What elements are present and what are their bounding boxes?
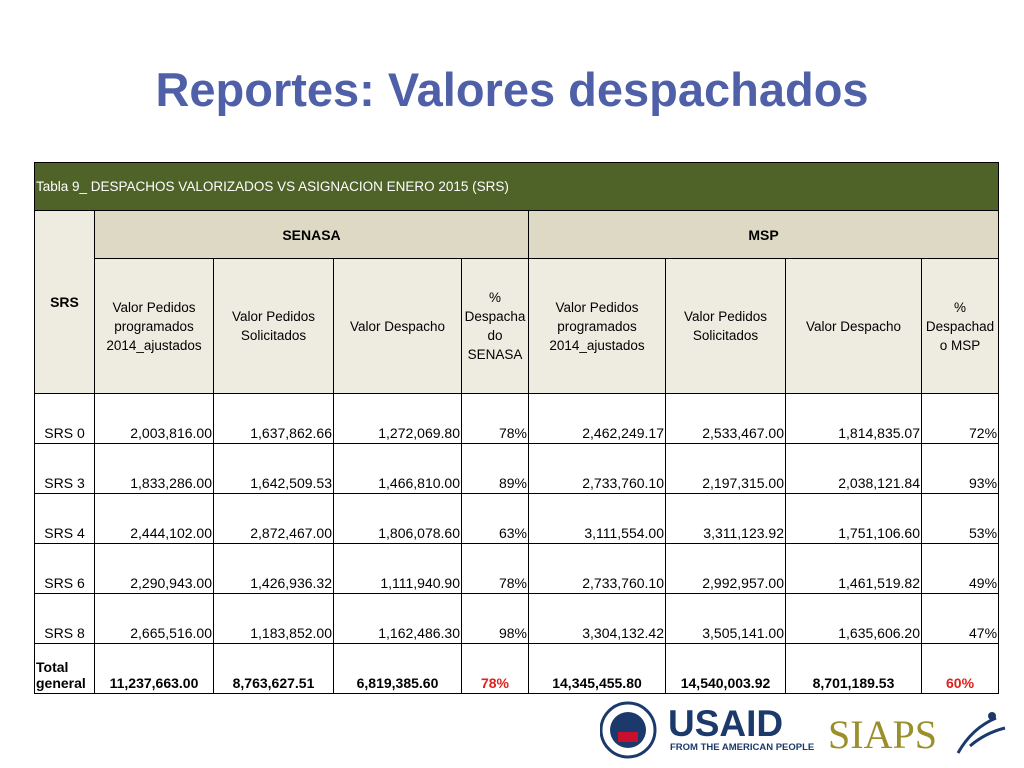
column-header-row: Valor Pedidos programados 2014_ajustados… [35,258,1000,394]
siaps-icon-dot [988,712,996,720]
column-header: Valor Pedidos programados 2014_ajustados [528,258,666,394]
data-table: Tabla 9_ DESPACHOS VALORIZADOS VS ASIGNA… [33,162,1000,694]
column-header: Valor Despacho [785,258,922,394]
table-cell: 1,635,606.20 [785,593,922,644]
table-cell: 2,992,957.00 [665,543,786,594]
table-cell: 1,183,852.00 [213,593,334,644]
data-row: SRS 6 2,290,943.00 1,426,936.32 1,111,940.9… [34,543,1000,594]
table-cell: 3,311,123.92 [665,493,786,544]
column-header: Valor Pedidos Solicitados [665,258,786,394]
table-cell: 2,444,102.00 [94,493,214,544]
column-header: Valor Despacho [333,258,462,394]
data-row: SRS 4 2,444,102.00 2,872,467.00 1,806,078.6… [34,493,1000,544]
row-label: SRS 6 [34,543,95,594]
table-cell: 72% [920,393,1000,444]
group-header: SENASA [94,210,529,259]
data-row: SRS 0 2,003,816.00 1,637,862.66 1,272,069.8… [34,393,1000,444]
total-cell: 6,819,385.60 [333,643,462,694]
table-cell: 1,642,509.53 [213,443,334,494]
table-cell: 53% [920,493,1000,544]
table-cell: 78% [461,393,529,444]
usaid-wordmark: USAID [668,703,783,744]
group-header: MSP [527,210,1000,259]
table-cell: 3,111,554.00 [528,493,666,544]
total-row: Total general 11,237,663.00 8,763,627.51 6,… [34,643,1000,694]
table-cell: 2,462,249.17 [528,393,666,444]
caption-row: Tabla 9_ DESPACHOS VALORIZADOS VS ASIGNA… [33,162,1000,211]
table-cell: 1,637,862.66 [213,393,334,444]
data-row: SRS 3 1,833,286.00 1,642,509.53 1,466,810.0… [34,443,1000,494]
total-cell: 14,540,003.92 [665,643,786,694]
column-header: % Despachad o MSP [920,258,1000,394]
row-label: SRS 3 [34,443,95,494]
column-header: % Despacha do SENASA [461,258,529,394]
table-cell: 89% [461,443,529,494]
table-cell: 2,665,516.00 [94,593,214,644]
table-cell: 93% [920,443,1000,494]
table-cell: 1,806,078.60 [333,493,462,544]
table-cell: 49% [920,543,1000,594]
total-cell: 11,237,663.00 [94,643,214,694]
total-cell: 78% [461,643,529,694]
table-cell: 2,872,467.00 [213,493,334,544]
table-cell: 2,290,943.00 [94,543,214,594]
table-cell: 63% [461,493,529,544]
row-label: SRS 0 [34,393,95,444]
table-cell: 2,733,760.10 [528,543,666,594]
logos: USAID FROM THE AMERICAN PEOPLE SIAPS [600,701,1006,759]
column-header: Valor Pedidos programados 2014_ajustados [94,258,214,394]
usaid-seal-inner [610,712,646,748]
total-cell: 14,345,455.80 [528,643,666,694]
table-cell: 1,833,286.00 [94,443,214,494]
table-cell: 3,304,132.42 [528,593,666,644]
usaid-tagline: FROM THE AMERICAN PEOPLE [670,742,814,753]
table-cell: 1,814,835.07 [785,393,922,444]
total-label: Total general [34,643,95,694]
row-header: SRS [34,210,95,394]
table-cell: 2,038,121.84 [785,443,922,494]
table-cell: 1,466,810.00 [333,443,462,494]
table-cell: 1,751,106.60 [785,493,922,544]
table-cell: 78% [461,543,529,594]
total-cell: 8,763,627.51 [213,643,334,694]
usaid-seal-stripes [618,732,638,742]
table-caption: Tabla 9_ DESPACHOS VALORIZADOS VS ASIGNA… [33,162,1000,211]
group-row: SRS SENASA MSP [34,210,1000,394]
table-cell: 2,533,467.00 [665,393,786,444]
table-cell: 3,505,141.00 [665,593,786,644]
table-cell: 2,733,760.10 [528,443,666,494]
table-cell: 1,162,486.30 [333,593,462,644]
total-cell: 60% [920,643,1000,694]
siaps-icon [956,716,1006,754]
column-header: Valor Pedidos Solicitados [213,258,334,394]
table-cell: 2,003,816.00 [94,393,214,444]
table-cell: 1,111,940.90 [333,543,462,594]
data-row: SRS 8 2,665,516.00 1,183,852.00 1,162,486.3… [34,593,1000,644]
table-cell: 1,461,519.82 [785,543,922,594]
table-cell: 2,197,315.00 [665,443,786,494]
table-body: Tabla 9_ DESPACHOS VALORIZADOS VS ASIGNA… [33,162,1000,694]
table-cell: 1,272,069.80 [333,393,462,444]
total-cell: 8,701,189.53 [785,643,922,694]
siaps-wordmark: SIAPS [828,712,937,757]
table-cell: 47% [920,593,1000,644]
slide-title: Reportes: Valores despachados [155,63,869,116]
row-label: SRS 8 [34,593,95,644]
row-label: SRS 4 [34,493,95,544]
table-cell: 1,426,936.32 [213,543,334,594]
table-cell: 98% [461,593,529,644]
